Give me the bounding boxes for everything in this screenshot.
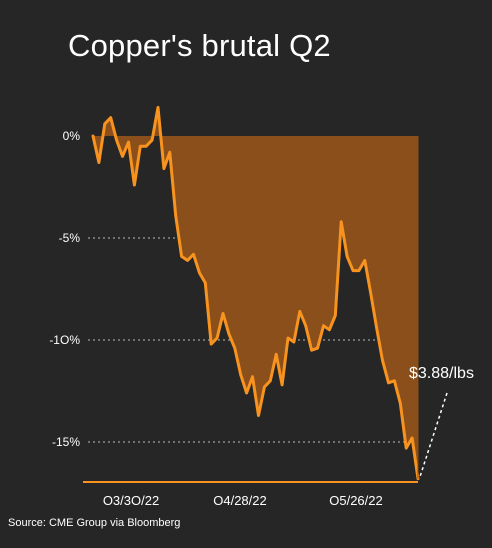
chart-title: Copper's brutal Q2 — [68, 28, 331, 63]
source-note: Source: CME Group via Bloomberg — [8, 517, 181, 529]
price-line — [91, 105, 420, 481]
callout-leader-line — [419, 392, 448, 477]
x-tick-labels: O3/3O/22 O4/28/22 O5/26/22 — [103, 493, 383, 508]
y-tick-label: -1O% — [49, 333, 80, 347]
y-tick-labels: 0% -5% -1O% -15% — [49, 129, 80, 449]
x-tick-label: O4/28/22 — [213, 493, 267, 508]
price-callout: $3.88/lbs — [409, 365, 474, 382]
y-tick-label: -5% — [59, 231, 81, 245]
x-tick-label: O5/26/22 — [329, 493, 383, 508]
y-tick-label: -15% — [52, 435, 80, 449]
x-tick-label: O3/3O/22 — [103, 493, 159, 508]
y-tick-label: 0% — [63, 129, 81, 143]
area-fill — [93, 107, 418, 479]
